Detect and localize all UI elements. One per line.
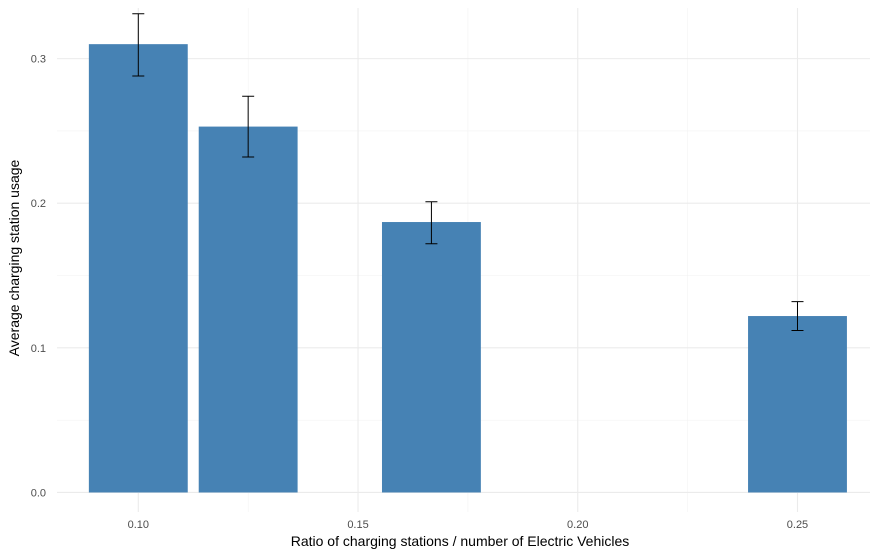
x-axis-title: Ratio of charging stations / number of E… xyxy=(291,533,630,549)
error-bar xyxy=(242,95,255,158)
bar xyxy=(381,222,481,493)
bar xyxy=(198,126,298,493)
error-bars xyxy=(132,13,804,332)
error-bar xyxy=(791,301,804,332)
y-tick-label: 0.0 xyxy=(31,487,46,499)
y-axis-title: Average charging station usage xyxy=(6,159,22,356)
y-tick-label: 0.3 xyxy=(31,54,46,66)
x-tick-label: 0.15 xyxy=(347,519,368,531)
y-tick-label: 0.1 xyxy=(31,343,46,355)
y-tick-label: 0.2 xyxy=(31,198,46,210)
bar xyxy=(88,44,188,493)
x-axis-ticks: 0.10 0.15 0.20 0.25 xyxy=(128,519,809,531)
error-bar xyxy=(425,201,438,245)
bars xyxy=(88,44,847,493)
x-tick-label: 0.10 xyxy=(128,519,149,531)
y-axis-ticks: 0.0 0.1 0.2 0.3 xyxy=(31,54,46,500)
bar xyxy=(748,316,847,493)
x-tick-label: 0.25 xyxy=(787,519,808,531)
error-bar xyxy=(132,13,145,77)
x-tick-label: 0.20 xyxy=(567,519,588,531)
